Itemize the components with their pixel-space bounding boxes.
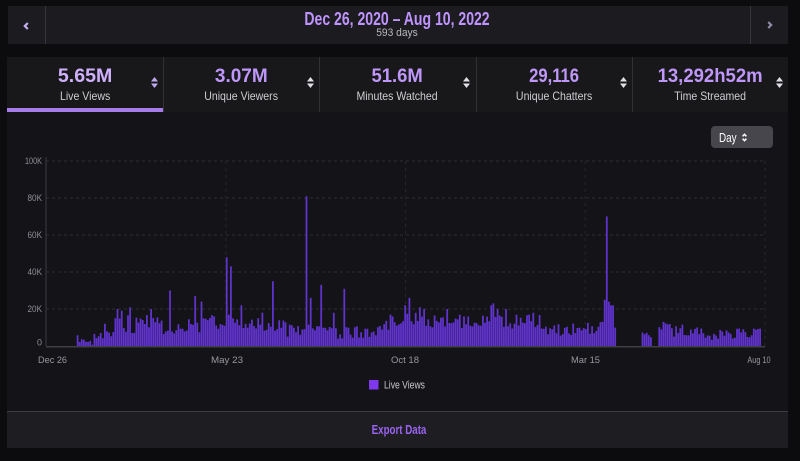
svg-text:40K: 40K: [28, 267, 43, 277]
svg-text:100K: 100K: [25, 156, 42, 166]
svg-text:Mar 15: Mar 15: [571, 355, 600, 366]
svg-text:80K: 80K: [28, 193, 43, 203]
svg-text:0: 0: [37, 338, 42, 348]
svg-text:Aug 10: Aug 10: [747, 355, 770, 366]
svg-text:May 23: May 23: [211, 355, 243, 366]
svg-text:Oct 18: Oct 18: [391, 355, 419, 366]
svg-text:Dec 26: Dec 26: [38, 355, 67, 366]
svg-text:20K: 20K: [28, 304, 43, 314]
svg-text:Live Views: Live Views: [384, 380, 425, 392]
svg-text:60K: 60K: [28, 230, 43, 240]
